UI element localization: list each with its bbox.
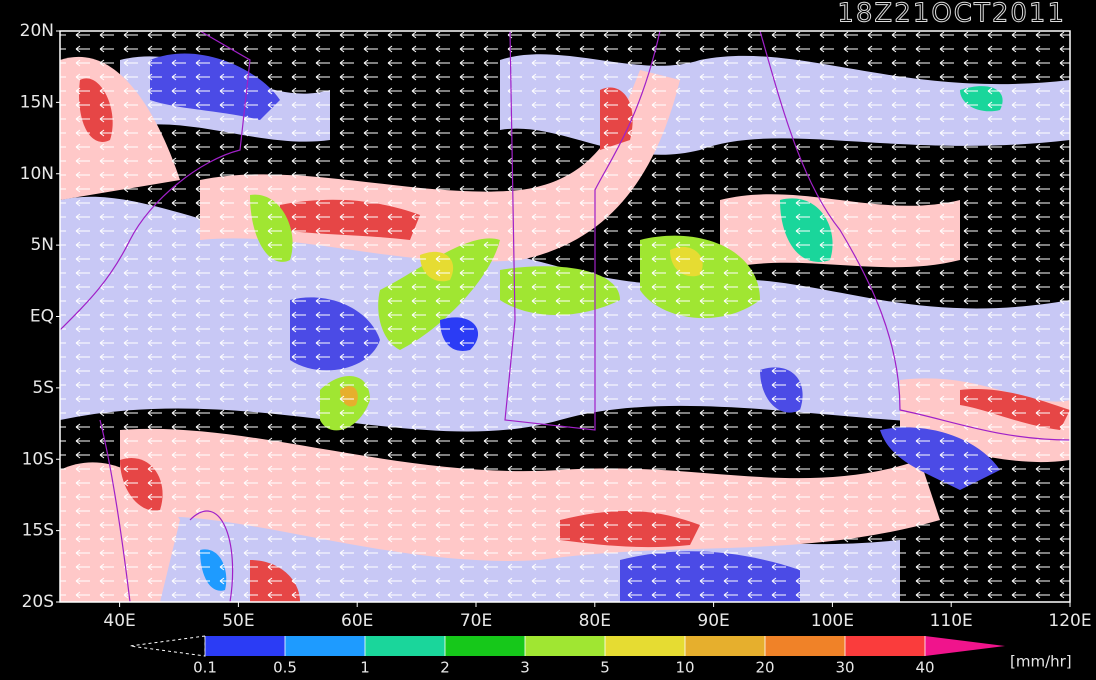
colorbar-label: 5	[600, 659, 610, 677]
colorbar-label: 10	[675, 659, 694, 677]
lat-label: 20S	[22, 592, 54, 612]
lon-label: 120E	[1048, 611, 1091, 631]
colorbar-swatch	[285, 636, 365, 656]
colorbar-label: 30	[835, 659, 854, 677]
colorbar-swatch	[445, 636, 525, 656]
lat-label: 15S	[22, 521, 54, 541]
colorbar-swatch	[685, 636, 765, 656]
colorbar-label: 1	[360, 659, 370, 677]
lat-label: 20N	[20, 21, 54, 41]
colorbar-label: 2	[440, 659, 450, 677]
lon-label: 50E	[222, 611, 254, 631]
map-field	[60, 31, 1070, 602]
colorbar-label: 3	[520, 659, 530, 677]
lon-label: 110E	[930, 611, 973, 631]
axis-labels: 20N 15N 10N 5N EQ 5S 10S 15S 20S 40E 50E 60E 70E 80E 9…	[20, 21, 1092, 631]
colorbar-label: 0.1	[193, 659, 217, 677]
wind-vectors	[60, 31, 1070, 602]
lat-label: 5N	[30, 235, 54, 255]
lat-label: 10S	[22, 449, 54, 469]
coastlines	[60, 31, 1070, 602]
colorbar-swatch	[525, 636, 605, 656]
colorbar-unit: [mm/hr]	[1010, 653, 1072, 671]
lon-label: 90E	[697, 611, 729, 631]
colorbar-label: 20	[755, 659, 774, 677]
lon-label: 100E	[811, 611, 854, 631]
colorbar-over	[925, 636, 1005, 656]
lat-label: EQ	[30, 307, 54, 327]
colorbar-label: 0.5	[273, 659, 297, 677]
colorbar-swatch	[845, 636, 925, 656]
lat-label: 15N	[20, 92, 54, 112]
colorbar-label: 40	[915, 659, 934, 677]
colorbar-swatch	[365, 636, 445, 656]
lon-label: 60E	[341, 611, 373, 631]
lon-label: 80E	[579, 611, 611, 631]
lon-label: 40E	[103, 611, 135, 631]
time-stamp: 18Z21OCT2011	[837, 0, 1066, 29]
lon-label: 70E	[460, 611, 492, 631]
colorbar-swatch	[605, 636, 685, 656]
lat-label: 5S	[32, 378, 54, 398]
colorbar-swatch	[205, 636, 285, 656]
colorbar: [mm/hr] 0.1 0.5 1 2 3 5 10 20 30 40	[129, 635, 1072, 677]
lat-label: 10N	[20, 164, 54, 184]
colorbar-under	[129, 635, 206, 657]
colorbar-swatch	[765, 636, 845, 656]
